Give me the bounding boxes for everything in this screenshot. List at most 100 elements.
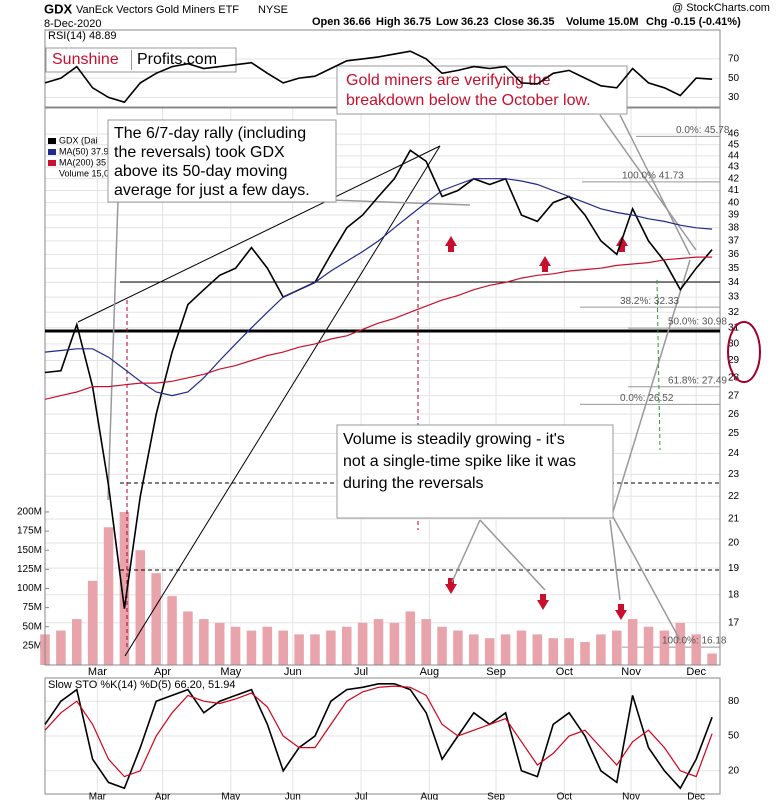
volume-bar [72, 619, 82, 665]
fib-label: 0.0%: 45.78 [676, 125, 730, 136]
x-tick-label: Oct [556, 666, 573, 678]
y-tick-label: 42 [728, 173, 740, 184]
change: Chg -0.15 (-0.41%) [646, 16, 741, 28]
annotation-box [336, 65, 628, 115]
volume-bar [516, 630, 527, 665]
y-tick-label: 38 [728, 222, 740, 233]
annotation-box [107, 119, 337, 203]
fib-label: 38.2%: 32.33 [620, 296, 679, 307]
volume-bar [643, 626, 654, 665]
volume-bar [596, 634, 606, 665]
down-arrow [537, 594, 549, 610]
fib-label: 50.0%: 30.98 [668, 317, 727, 328]
y-tick-label: 29 [728, 355, 740, 366]
annotation-text: average for just a few days. [114, 182, 310, 199]
volume-bar [659, 630, 670, 665]
logo-profits: Profits.com [137, 51, 217, 68]
y-tick-label: 33 [728, 292, 740, 303]
x-tick-label: Jul [354, 666, 368, 678]
series-line [44, 256, 713, 400]
symbol: GDX [44, 1, 73, 16]
volume-bar [167, 596, 177, 665]
annotation-text: breakdown below the October low. [346, 92, 591, 109]
target-ellipse [727, 321, 761, 383]
x-tick-label: Apr [154, 666, 171, 678]
legend-swatch [48, 160, 56, 166]
y-tick-label: 100M [17, 583, 42, 594]
y-tick-label: 20 [728, 538, 740, 549]
annotation-text: The 6/7-day rally (including [114, 125, 306, 142]
y-tick-label: 34 [728, 277, 740, 288]
x-tick-label: Mar [88, 666, 107, 678]
y-tick-label: 27 [728, 390, 740, 401]
x-tick-label: Aug [420, 666, 440, 678]
x-tick-label: Nov [622, 792, 640, 800]
volume-bar [389, 622, 400, 665]
volume-bar [484, 638, 495, 665]
x-tick-label: May [221, 792, 240, 800]
logo-sunshine: Sunshine [52, 51, 119, 68]
y-tick-label: 25 [728, 428, 740, 439]
trend-line [124, 145, 441, 657]
date: 8-Dec-2020 [44, 18, 101, 30]
volume-bar [151, 573, 161, 665]
x-tick-label: Sep [486, 666, 506, 678]
rsi-title: RSI(14) 48.89 [48, 30, 116, 42]
volume-bar [103, 527, 114, 665]
volume-bar [580, 642, 590, 665]
x-tick-label: Dec [687, 792, 705, 800]
y-tick-label: 24 [728, 448, 740, 459]
y-tick-label: 39 [728, 210, 740, 221]
y-tick-label: 43 [728, 162, 740, 173]
y-tick-label: 80 [728, 696, 740, 707]
y-tick-label: 75M [23, 602, 42, 613]
y-tick-label: 150M [17, 545, 42, 556]
up-arrow [445, 236, 457, 252]
volume-bar [87, 580, 98, 665]
trend-line [77, 145, 441, 323]
y-tick-label: 35 [728, 263, 740, 274]
y-tick-label: 28 [728, 372, 740, 383]
volume-bar [373, 619, 384, 665]
x-tick-label: Dec [686, 666, 706, 678]
volume-bar [119, 511, 130, 665]
high: High 36.75 [376, 16, 431, 28]
volume-bar [135, 550, 146, 665]
x-tick-label: Oct [557, 792, 573, 800]
y-tick-label: 32 [728, 307, 740, 318]
x-tick-label: Jun [284, 666, 302, 678]
volume-bar [342, 626, 352, 665]
legend-swatch [48, 138, 56, 144]
volume-bar [627, 619, 638, 665]
low: Low 36.23 [436, 16, 489, 28]
y-tick-label: 36 [728, 249, 740, 260]
y-tick-label: 40 [728, 197, 740, 208]
callout [107, 199, 119, 501]
y-tick-label: 30 [728, 92, 740, 103]
volume-bar [421, 619, 431, 665]
volume-bar [326, 630, 336, 665]
volume-bar [183, 611, 193, 665]
volume-bar [214, 622, 225, 665]
x-tick-label: Aug [420, 792, 438, 800]
down-arrow [445, 578, 457, 594]
volume-bar [199, 619, 209, 665]
legend-label: MA(200) 35 [59, 157, 106, 167]
y-tick-label: 175M [17, 526, 42, 537]
series-line [44, 50, 713, 104]
fib-label: 100.0% 41.73 [622, 170, 684, 181]
y-tick-label: 50 [728, 731, 740, 742]
y-tick-label: 125M [17, 564, 42, 575]
callout [329, 199, 471, 206]
volume-bar [246, 630, 257, 665]
annotation-text: above its 50-day moving [114, 163, 287, 180]
volume-bar [612, 630, 622, 665]
x-tick-label: Apr [155, 792, 171, 800]
y-tick-label: 46 [728, 129, 740, 140]
series-line [44, 685, 713, 778]
volume: Volume 15.0M [566, 16, 639, 28]
annotation-text: not a single-time spike like it was [343, 453, 576, 470]
volume-bar [262, 626, 273, 665]
callout [599, 114, 697, 251]
